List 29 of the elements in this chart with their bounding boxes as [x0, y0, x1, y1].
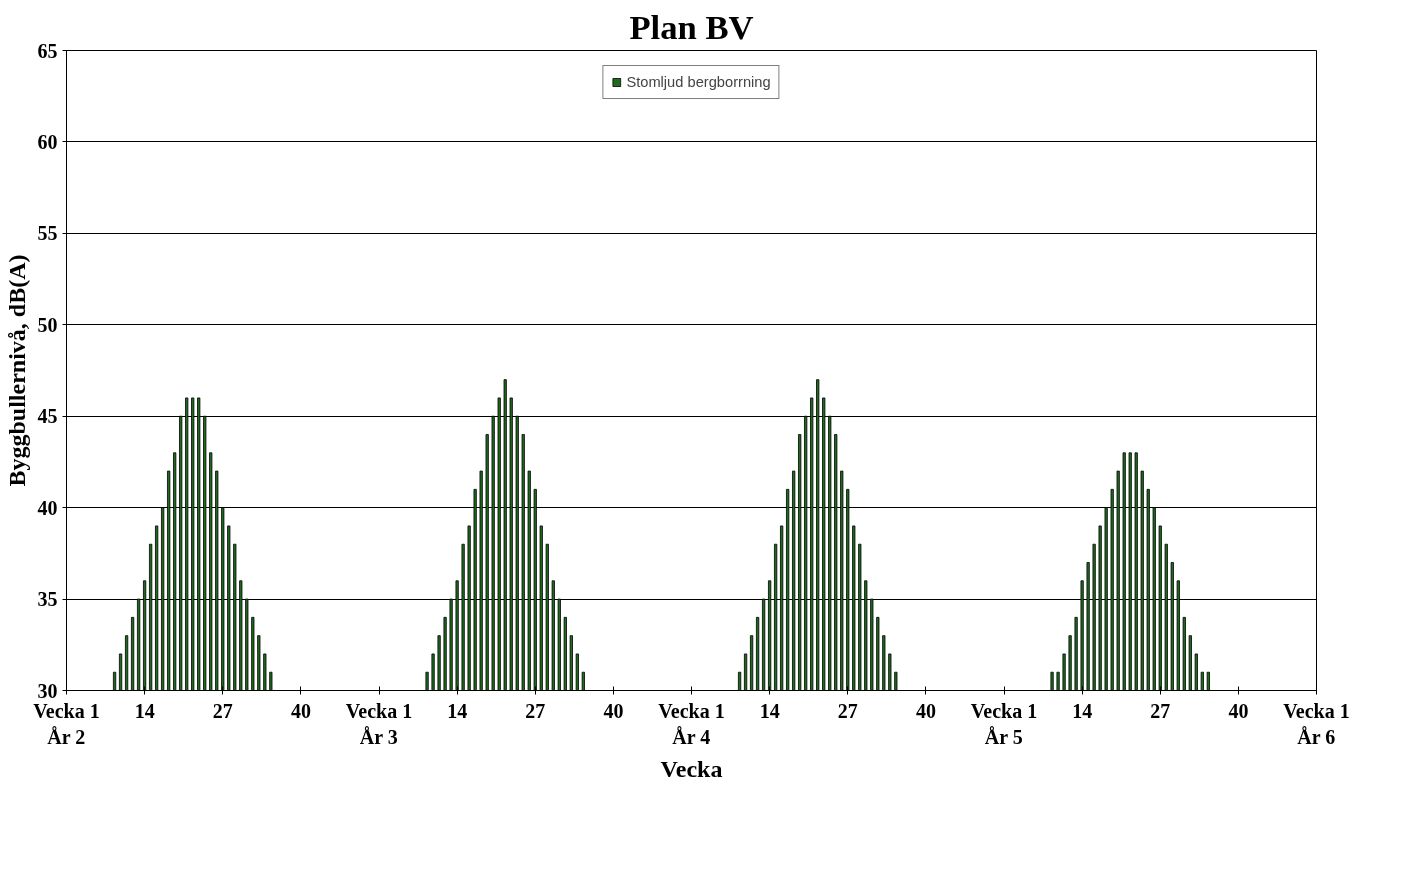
- x-tick-label: 40: [915, 699, 936, 722]
- y-tick-label: 50: [37, 313, 58, 336]
- x-tick-label: Vecka 1 År 6: [1283, 699, 1350, 748]
- x-tick-label: 14: [1072, 699, 1093, 722]
- y-axis-title: Byggbullernivå, dB(A): [3, 254, 30, 487]
- x-tick-label: Vecka 1 År 5: [970, 699, 1038, 748]
- chart-title: Plan BV: [629, 7, 754, 46]
- y-tick-label: 40: [37, 496, 58, 519]
- y-tick-label: 65: [37, 39, 58, 62]
- x-axis-title: Vecka: [660, 755, 723, 782]
- x-tick-label: 27: [837, 699, 858, 722]
- x-tick-label: 40: [290, 699, 311, 722]
- y-tick-label: 35: [37, 588, 58, 611]
- x-tick-label: 14: [759, 699, 780, 722]
- x-tick-label: Vecka 1 År 3: [345, 699, 413, 748]
- x-tick-label: 40: [1228, 699, 1249, 722]
- y-tick-label: 30: [37, 679, 58, 702]
- x-tick-label: 27: [212, 699, 233, 722]
- x-tick-label: 27: [1150, 699, 1171, 722]
- x-tick-label: Vecka 1 År 2: [33, 699, 100, 748]
- x-tick-label: 14: [447, 699, 468, 722]
- y-tick-label: 45: [37, 405, 58, 428]
- legend-label: Stomljud bergborrning: [626, 74, 771, 90]
- y-tick-label: 60: [37, 130, 58, 153]
- y-tick-label: 55: [37, 222, 58, 245]
- x-tick-label: 40: [603, 699, 624, 722]
- x-tick-label: 27: [525, 699, 546, 722]
- x-tick-label: 14: [134, 699, 155, 722]
- x-tick-label: Vecka 1 År 4: [658, 699, 725, 748]
